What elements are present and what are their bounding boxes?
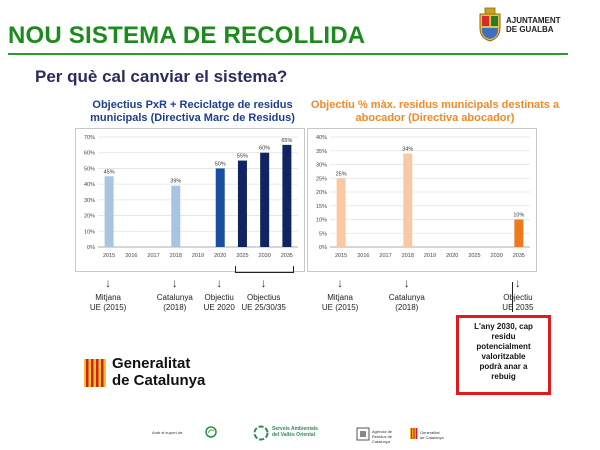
y-tick-label: 10% [84, 229, 95, 235]
y-tick-label: 10% [316, 218, 327, 224]
x-tick-label: 2020 [446, 253, 458, 259]
data-label: 60% [259, 146, 270, 152]
bar [514, 219, 524, 247]
target-years-bracket [235, 266, 294, 273]
x-tick-label: 2025 [236, 253, 248, 259]
generalitat-logo-icon [84, 359, 106, 387]
annotation-label: Catalunya (2018) [156, 293, 193, 312]
y-tick-label: 30% [316, 163, 327, 169]
data-label: 45% [104, 169, 115, 175]
data-label: 10% [513, 213, 524, 219]
data-label: 34% [402, 147, 413, 153]
x-tick-label: 2016 [125, 253, 137, 259]
y-tick-label: 25% [316, 176, 327, 182]
municipality-logo-text: AJUNTAMENT DE GUALBA [506, 16, 561, 34]
data-label: 25% [336, 171, 347, 177]
x-tick-label: 2030 [259, 253, 271, 259]
y-tick-label: 50% [84, 166, 95, 172]
consorci-leaf-icon [205, 426, 217, 438]
bar [171, 185, 181, 247]
x-tick-label: 2019 [192, 253, 204, 259]
bar [237, 160, 247, 247]
bar [282, 144, 292, 247]
annotation-label: Objectius UE 25/30/35 [241, 293, 286, 312]
data-label: 39% [170, 179, 181, 185]
y-tick-label: 40% [316, 135, 327, 141]
down-arrow-icon: ↓ [403, 276, 410, 290]
x-tick-label: 2017 [379, 253, 391, 259]
title-divider [8, 53, 568, 55]
y-tick-label: 40% [84, 182, 95, 188]
landfill-callout-box: L'any 2030, cap residu potencialment val… [456, 315, 551, 395]
down-arrow-icon: ↓ [171, 276, 178, 290]
annotation-label: Objectiu UE 2020 [203, 293, 235, 312]
down-arrow-icon: ↓ [337, 276, 344, 290]
y-tick-label: 0% [319, 245, 327, 251]
page-subtitle: Per què cal canviar el sistema? [35, 67, 288, 86]
annotation-label: Mitjana UE (2015) [321, 293, 359, 312]
chart-title-recycling: Objectius PxR + Reciclatge de residus mu… [90, 99, 295, 124]
data-label: 65% [281, 138, 292, 144]
agencia-residus-text: Agència de Residus de Catalunya [372, 429, 393, 444]
data-label: 50% [215, 161, 226, 167]
support-text: Amb el suport de: [152, 430, 184, 435]
y-tick-label: 0% [87, 245, 95, 251]
annotation-label: Mitjana UE (2015) [89, 293, 127, 312]
generalitat-small-text: Generalitat de Catalunya [420, 430, 444, 440]
x-tick-label: 2030 [491, 253, 503, 259]
y-tick-label: 35% [316, 149, 327, 155]
x-tick-label: 2017 [147, 253, 159, 259]
y-tick-label: 20% [316, 190, 327, 196]
chart-title-landfill: Objectiu % màx. residus municipals desti… [310, 99, 560, 124]
data-label: 55% [237, 154, 248, 160]
recycling-targets-chart: 0% 10% 20% 30% 40% 50% 60% 70% 2015 45% 2016 2017 20… [75, 128, 305, 272]
y-tick-label: 60% [84, 151, 95, 157]
landfill-targets-chart: 0% 5% 10% 15% 20% 25% 30% 35% 40% 2015 25% 2016 2017… [307, 128, 537, 272]
serveis-ambientals-icon [253, 425, 269, 441]
x-tick-label: 2015 [335, 253, 347, 259]
agencia-residus-icon [356, 427, 370, 441]
down-arrow-icon: ↓ [514, 276, 521, 290]
x-tick-label: 2016 [357, 253, 369, 259]
generalitat-small-icon [410, 428, 418, 439]
y-tick-label: 5% [319, 231, 327, 237]
x-tick-label: 2015 [103, 253, 115, 259]
annotation-label: Catalunya (2018) [388, 293, 425, 312]
y-tick-label: 15% [316, 204, 327, 210]
x-tick-label: 2035 [281, 253, 293, 259]
x-tick-label: 2018 [170, 253, 182, 259]
y-tick-label: 30% [84, 198, 95, 204]
bar [215, 168, 225, 247]
x-tick-label: 2025 [468, 253, 480, 259]
down-arrow-icon: ↓ [105, 276, 112, 290]
annotation-label: Objectiu UE 2035 [502, 293, 534, 312]
serveis-ambientals-text: Serveis Ambientals del Vallès Oriental [272, 426, 318, 438]
bar [260, 152, 270, 247]
municipal-crest-icon [479, 7, 501, 42]
y-tick-label: 20% [84, 214, 95, 220]
bar [336, 178, 346, 247]
generalitat-logo-text: Generalitat de Catalunya [112, 355, 206, 389]
x-tick-label: 2018 [402, 253, 414, 259]
callout-connector [511, 282, 513, 312]
y-tick-label: 70% [84, 135, 95, 141]
bar [403, 153, 413, 247]
bar [104, 176, 114, 247]
down-arrow-icon: ↓ [260, 276, 267, 290]
down-arrow-icon: ↓ [216, 276, 223, 290]
x-tick-label: 2019 [424, 253, 436, 259]
x-tick-label: 2020 [214, 253, 226, 259]
x-tick-label: 2035 [513, 253, 525, 259]
page-title: NOU SISTEMA DE RECOLLIDA [8, 22, 366, 49]
